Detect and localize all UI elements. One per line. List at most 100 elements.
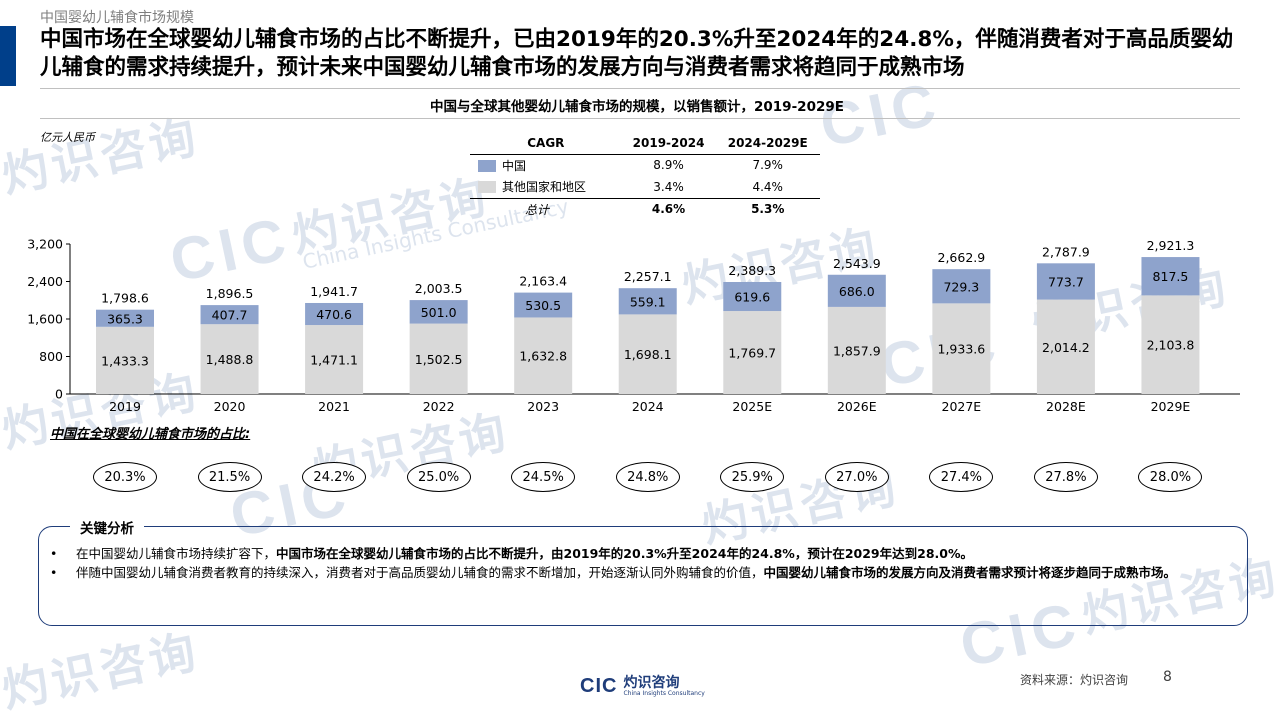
source-note: 资料来源：灼识咨询 xyxy=(1020,673,1129,687)
analysis-bullet: 伴随中国婴幼儿辅食消费者教育的持续深入，消费者对于高品质婴幼儿辅食的需求不断增加… xyxy=(50,563,1240,582)
share-value: 28.0% xyxy=(1138,462,1203,492)
bar-other-regions xyxy=(1036,299,1095,394)
logo-name-cn: 灼识咨询 xyxy=(623,675,680,691)
y-tick-label: 3,200 xyxy=(27,237,63,252)
section-label: 中国婴幼儿辅食市场规模 xyxy=(40,10,194,26)
data-label-china: 501.0 xyxy=(421,305,457,320)
bar-china xyxy=(96,309,154,327)
data-label-other-regions: 2,014.2 xyxy=(1042,340,1090,355)
data-label-china: 559.1 xyxy=(630,294,666,309)
total-label: 2,257.1 xyxy=(624,269,672,284)
analysis-list: 在中国婴幼儿辅食市场持续扩容下，中国市场在全球婴幼儿辅食市场的占比不断提升，由2… xyxy=(50,544,1240,582)
data-label-china: 686.0 xyxy=(839,284,875,299)
share-value: 27.8% xyxy=(1033,462,1098,492)
total-label: 2,543.9 xyxy=(833,256,881,271)
share-value: 24.8% xyxy=(615,462,680,492)
cagr-value: 7.9% xyxy=(752,158,783,173)
share-value: 20.3% xyxy=(93,462,157,492)
analysis-bullet: 在中国婴幼儿辅食市场持续扩容下，中国市场在全球婴幼儿辅食市场的占比不断提升，由2… xyxy=(50,544,1240,563)
bar-china xyxy=(932,269,991,304)
x-tick-label: 2025E xyxy=(732,399,772,414)
total-label: 2,163.4 xyxy=(519,274,567,289)
chart-title: 中国与全球其他婴幼儿辅食市场的规模，以销售额计，2019-2029E xyxy=(430,99,844,115)
x-tick-label: 2026E xyxy=(837,399,877,414)
y-tick-label: 0 xyxy=(55,387,63,402)
bar-china xyxy=(200,305,259,325)
bar-china xyxy=(723,282,782,312)
cagr-total-label: 总计 xyxy=(470,197,622,220)
bar-other-regions xyxy=(618,314,677,394)
analysis-title: 关键分析 xyxy=(70,517,144,537)
page-number: 8 xyxy=(1163,669,1172,685)
bar-china xyxy=(409,300,468,324)
cic-logo-mark: CIC xyxy=(580,675,618,697)
total-label: 1,896.5 xyxy=(206,286,254,301)
legend-label: 其他国家和地区 xyxy=(502,180,587,195)
data-label-other-regions: 1,488.8 xyxy=(206,352,254,367)
cagr-value: 3.4% xyxy=(653,179,684,194)
legend-swatch-china xyxy=(478,159,496,172)
x-tick-label: 2019 xyxy=(109,399,141,414)
data-label-china: 470.6 xyxy=(316,307,352,322)
data-label-other-regions: 1,632.8 xyxy=(519,349,567,364)
data-label-other-regions: 1,502.5 xyxy=(415,352,463,367)
bar-china xyxy=(305,302,364,326)
share-label: 中国在全球婴幼儿辅食市场的占比: xyxy=(50,427,251,442)
share-value: 21.5% xyxy=(197,462,262,492)
data-label-other-regions: 2,103.8 xyxy=(1147,338,1195,353)
bar-other-regions xyxy=(514,317,573,394)
data-label-china: 619.6 xyxy=(734,290,770,305)
y-tick-label: 800 xyxy=(39,349,63,364)
watermark-text: 灼识咨询 xyxy=(0,623,205,715)
data-label-china: 817.5 xyxy=(1153,269,1189,284)
total-label: 2,662.9 xyxy=(938,250,986,265)
legend-label: 中国 xyxy=(502,158,527,173)
data-label-other-regions: 1,769.7 xyxy=(728,346,776,361)
share-value: 27.4% xyxy=(929,462,994,492)
x-tick-label: 2029E xyxy=(1151,399,1191,414)
title-accent-bar xyxy=(0,26,16,86)
bar-china xyxy=(618,288,677,315)
bar-other-regions xyxy=(305,325,364,394)
bar-other-regions xyxy=(932,303,991,394)
x-tick-label: 2022 xyxy=(423,399,455,414)
total-label: 2,787.9 xyxy=(1042,244,1090,259)
stacked-bar-chart: 0 800 1,600 2,400 3,200 1,433.3 365.3 1,798.6 20… xyxy=(27,237,1240,414)
divider xyxy=(40,118,1240,119)
data-label-other-regions: 1,933.6 xyxy=(938,342,986,357)
cagr-header: CAGR xyxy=(470,132,622,155)
cagr-header: 2024-2029E xyxy=(715,132,820,155)
logo-name-en: China Insights Consultancy xyxy=(623,690,705,697)
bar-china xyxy=(827,274,886,307)
share-value: 24.2% xyxy=(302,462,367,492)
data-label-other-regions: 1,698.1 xyxy=(624,347,672,362)
analysis-box xyxy=(38,526,1248,626)
cagr-header: 2019-2024 xyxy=(621,132,716,155)
cagr-value: 4.4% xyxy=(752,179,783,194)
share-value: 25.9% xyxy=(720,462,785,492)
total-label: 1,941.7 xyxy=(310,284,358,299)
cagr-row-china: 中国 8.9% 7.9% xyxy=(470,154,820,176)
cagr-value: 8.9% xyxy=(653,158,684,173)
analysis-text: 在中国婴幼儿辅食市场持续扩容下， xyxy=(76,546,277,561)
footer-logo: CIC 灼识咨询 China Insights Consultancy xyxy=(580,675,705,698)
bar-other-regions xyxy=(827,306,886,394)
y-tick-label: 2,400 xyxy=(27,274,63,289)
data-label-other-regions: 1,857.9 xyxy=(833,343,881,358)
cagr-value: 5.3% xyxy=(715,197,820,220)
total-label: 2,921.3 xyxy=(1147,238,1195,253)
cagr-header-row: CAGR 2019-2024 2024-2029E xyxy=(470,132,820,155)
cagr-value: 4.6% xyxy=(621,197,716,220)
bar-other-regions xyxy=(723,311,782,394)
data-label-china: 407.7 xyxy=(212,308,248,323)
bar-china xyxy=(1036,263,1095,300)
bar-china xyxy=(514,292,573,318)
x-tick-label: 2028E xyxy=(1046,399,1086,414)
total-label: 2,003.5 xyxy=(415,281,463,296)
divider xyxy=(40,88,1240,89)
data-label-china: 773.7 xyxy=(1048,274,1084,289)
page-title: 中国市场在全球婴幼儿辅食市场的占比不断提升，已由2019年的20.3%升至202… xyxy=(40,27,1234,80)
data-label-other-regions: 1,433.3 xyxy=(101,353,149,368)
y-tick-label: 1,600 xyxy=(27,312,63,327)
analysis-text-bold: 中国婴幼儿辅食市场的发展方向及消费者需求预计将逐步趋同于成熟市场。 xyxy=(763,565,1177,580)
